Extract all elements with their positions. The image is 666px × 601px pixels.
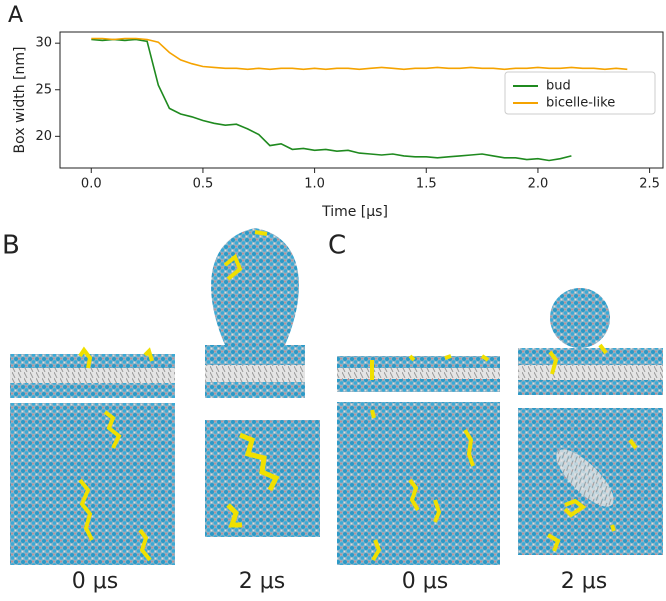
membrane-bud: [205, 228, 305, 398]
membrane-bicelle: [518, 288, 663, 395]
panel-label: C: [328, 231, 346, 261]
membrane-top: [337, 402, 500, 565]
x-tick-label: 2.5: [639, 177, 660, 192]
legend-box: [504, 71, 656, 115]
membrane-side: [337, 354, 500, 392]
time-label: 2 μs: [239, 569, 285, 594]
time-label: 0 μs: [402, 569, 448, 594]
x-axis-label: Time [μs]: [321, 204, 388, 220]
series-line: [91, 38, 572, 162]
x-tick-label: 1.5: [416, 177, 437, 192]
panel-label: B: [2, 231, 20, 261]
membrane-side: [10, 346, 175, 398]
legend-label: bud: [546, 79, 571, 94]
y-tick-label: 25: [35, 82, 52, 97]
membrane-top: [205, 420, 320, 537]
time-label: 0 μs: [72, 569, 118, 594]
panel-label: A: [8, 3, 23, 28]
legend: bud bicelle-like: [504, 71, 656, 115]
x-tick-label: 2.0: [528, 177, 549, 192]
legend-label: bicelle-like: [546, 96, 615, 111]
y-tick-label: 20: [35, 129, 52, 144]
series-line: [91, 37, 628, 71]
plot-frame: [59, 31, 664, 169]
y-tick-label: 30: [35, 36, 52, 51]
membrane-top: [10, 403, 175, 565]
time-label: 2 μs: [561, 569, 607, 594]
y-axis-label: Box width [nm]: [12, 47, 28, 154]
x-tick-label: 0.5: [193, 177, 214, 192]
x-tick-label: 0.0: [81, 177, 102, 192]
membrane-top: [518, 408, 663, 555]
x-tick-label: 1.0: [304, 177, 325, 192]
